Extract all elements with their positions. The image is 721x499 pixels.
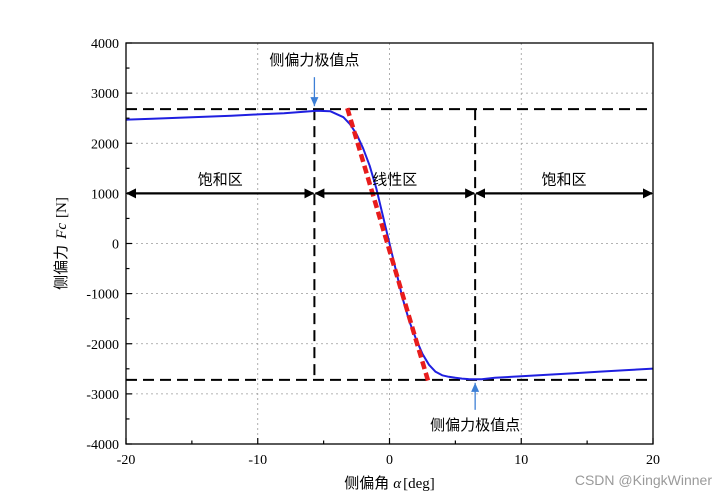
x-tick-label: 20 bbox=[646, 453, 660, 468]
region-arrows: 饱和区 线性区 饱和区 bbox=[126, 170, 653, 199]
watermark: CSDN @KingkWinner bbox=[575, 472, 712, 488]
linear-approximation-line bbox=[345, 107, 432, 385]
y-tick-label: -4000 bbox=[86, 438, 119, 453]
y-tick-label: -1000 bbox=[86, 288, 119, 303]
x-axis-title: 侧偏角 α [deg] bbox=[344, 474, 435, 492]
annotation-label: 侧偏力极值点 bbox=[269, 51, 359, 69]
region-label: 饱和区 bbox=[542, 170, 587, 188]
y-tick-label: -3000 bbox=[86, 388, 119, 403]
y-tick-label: -2000 bbox=[86, 338, 119, 353]
y-tick-label: 0 bbox=[112, 238, 119, 253]
region-label: 线性区 bbox=[372, 170, 417, 188]
y-tick-label: 4000 bbox=[91, 37, 119, 52]
x-tick-label: -20 bbox=[117, 453, 136, 468]
x-tick-label: 0 bbox=[386, 453, 393, 468]
series-layer bbox=[125, 107, 654, 385]
region-label: 饱和区 bbox=[198, 170, 243, 188]
x-tick-label: -10 bbox=[248, 453, 267, 468]
y-tick-label: 2000 bbox=[91, 137, 119, 152]
y-tick-label: 3000 bbox=[91, 87, 119, 102]
annotation-label: 侧偏力极值点 bbox=[430, 416, 520, 434]
axis-ticks: -20 -10 0 10 20 -4000 -3000 -2000 -1000 0 1000 2000… bbox=[86, 37, 660, 468]
guide-lines bbox=[126, 108, 653, 381]
y-axis-title: 侧偏力Fc[N] bbox=[52, 197, 70, 290]
y-tick-label: 1000 bbox=[91, 187, 119, 202]
x-tick-label: 10 bbox=[514, 453, 528, 468]
